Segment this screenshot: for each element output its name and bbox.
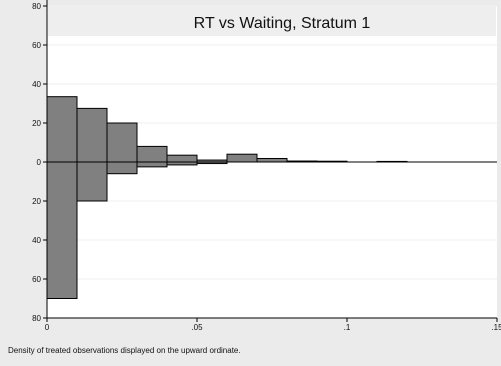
upper-bar xyxy=(136,145,168,163)
y-tick-label: 80 xyxy=(32,2,41,11)
y-tick-label: 0 xyxy=(37,158,42,167)
x-axis-ticks: 0 .05 .1 .15 xyxy=(45,318,501,332)
upper-bar xyxy=(46,96,78,163)
x-tick-label: .15 xyxy=(491,323,501,332)
lower-bar xyxy=(76,161,108,202)
y-tick-label: 40 xyxy=(32,80,41,89)
upper-bar xyxy=(76,107,108,163)
upper-bar xyxy=(106,122,138,163)
y-tick-label: 80 xyxy=(32,314,41,323)
lower-bar xyxy=(136,161,168,168)
title-bar xyxy=(48,6,496,36)
upper-bar xyxy=(166,154,198,163)
x-tick-label: 0 xyxy=(45,323,50,332)
y-tick-label: 20 xyxy=(32,119,41,128)
upper-bar xyxy=(256,157,288,163)
y-axis-ticks: 80 60 40 20 0 20 40 60 80 xyxy=(32,2,47,323)
x-tick-label: .05 xyxy=(191,323,203,332)
lower-bar xyxy=(106,161,138,175)
lower-bar xyxy=(46,161,78,299)
upper-bar xyxy=(226,153,258,163)
chart-title: RT vs Waiting, Stratum 1 xyxy=(194,15,371,32)
y-tick-label: 60 xyxy=(32,41,41,50)
x-tick-label: .1 xyxy=(344,323,351,332)
y-tick-label: 60 xyxy=(32,275,41,284)
bars xyxy=(46,96,408,299)
y-tick-label: 20 xyxy=(32,197,41,206)
y-tick-label: 40 xyxy=(32,236,41,245)
chart-note: Density of treated observations displaye… xyxy=(8,346,241,355)
